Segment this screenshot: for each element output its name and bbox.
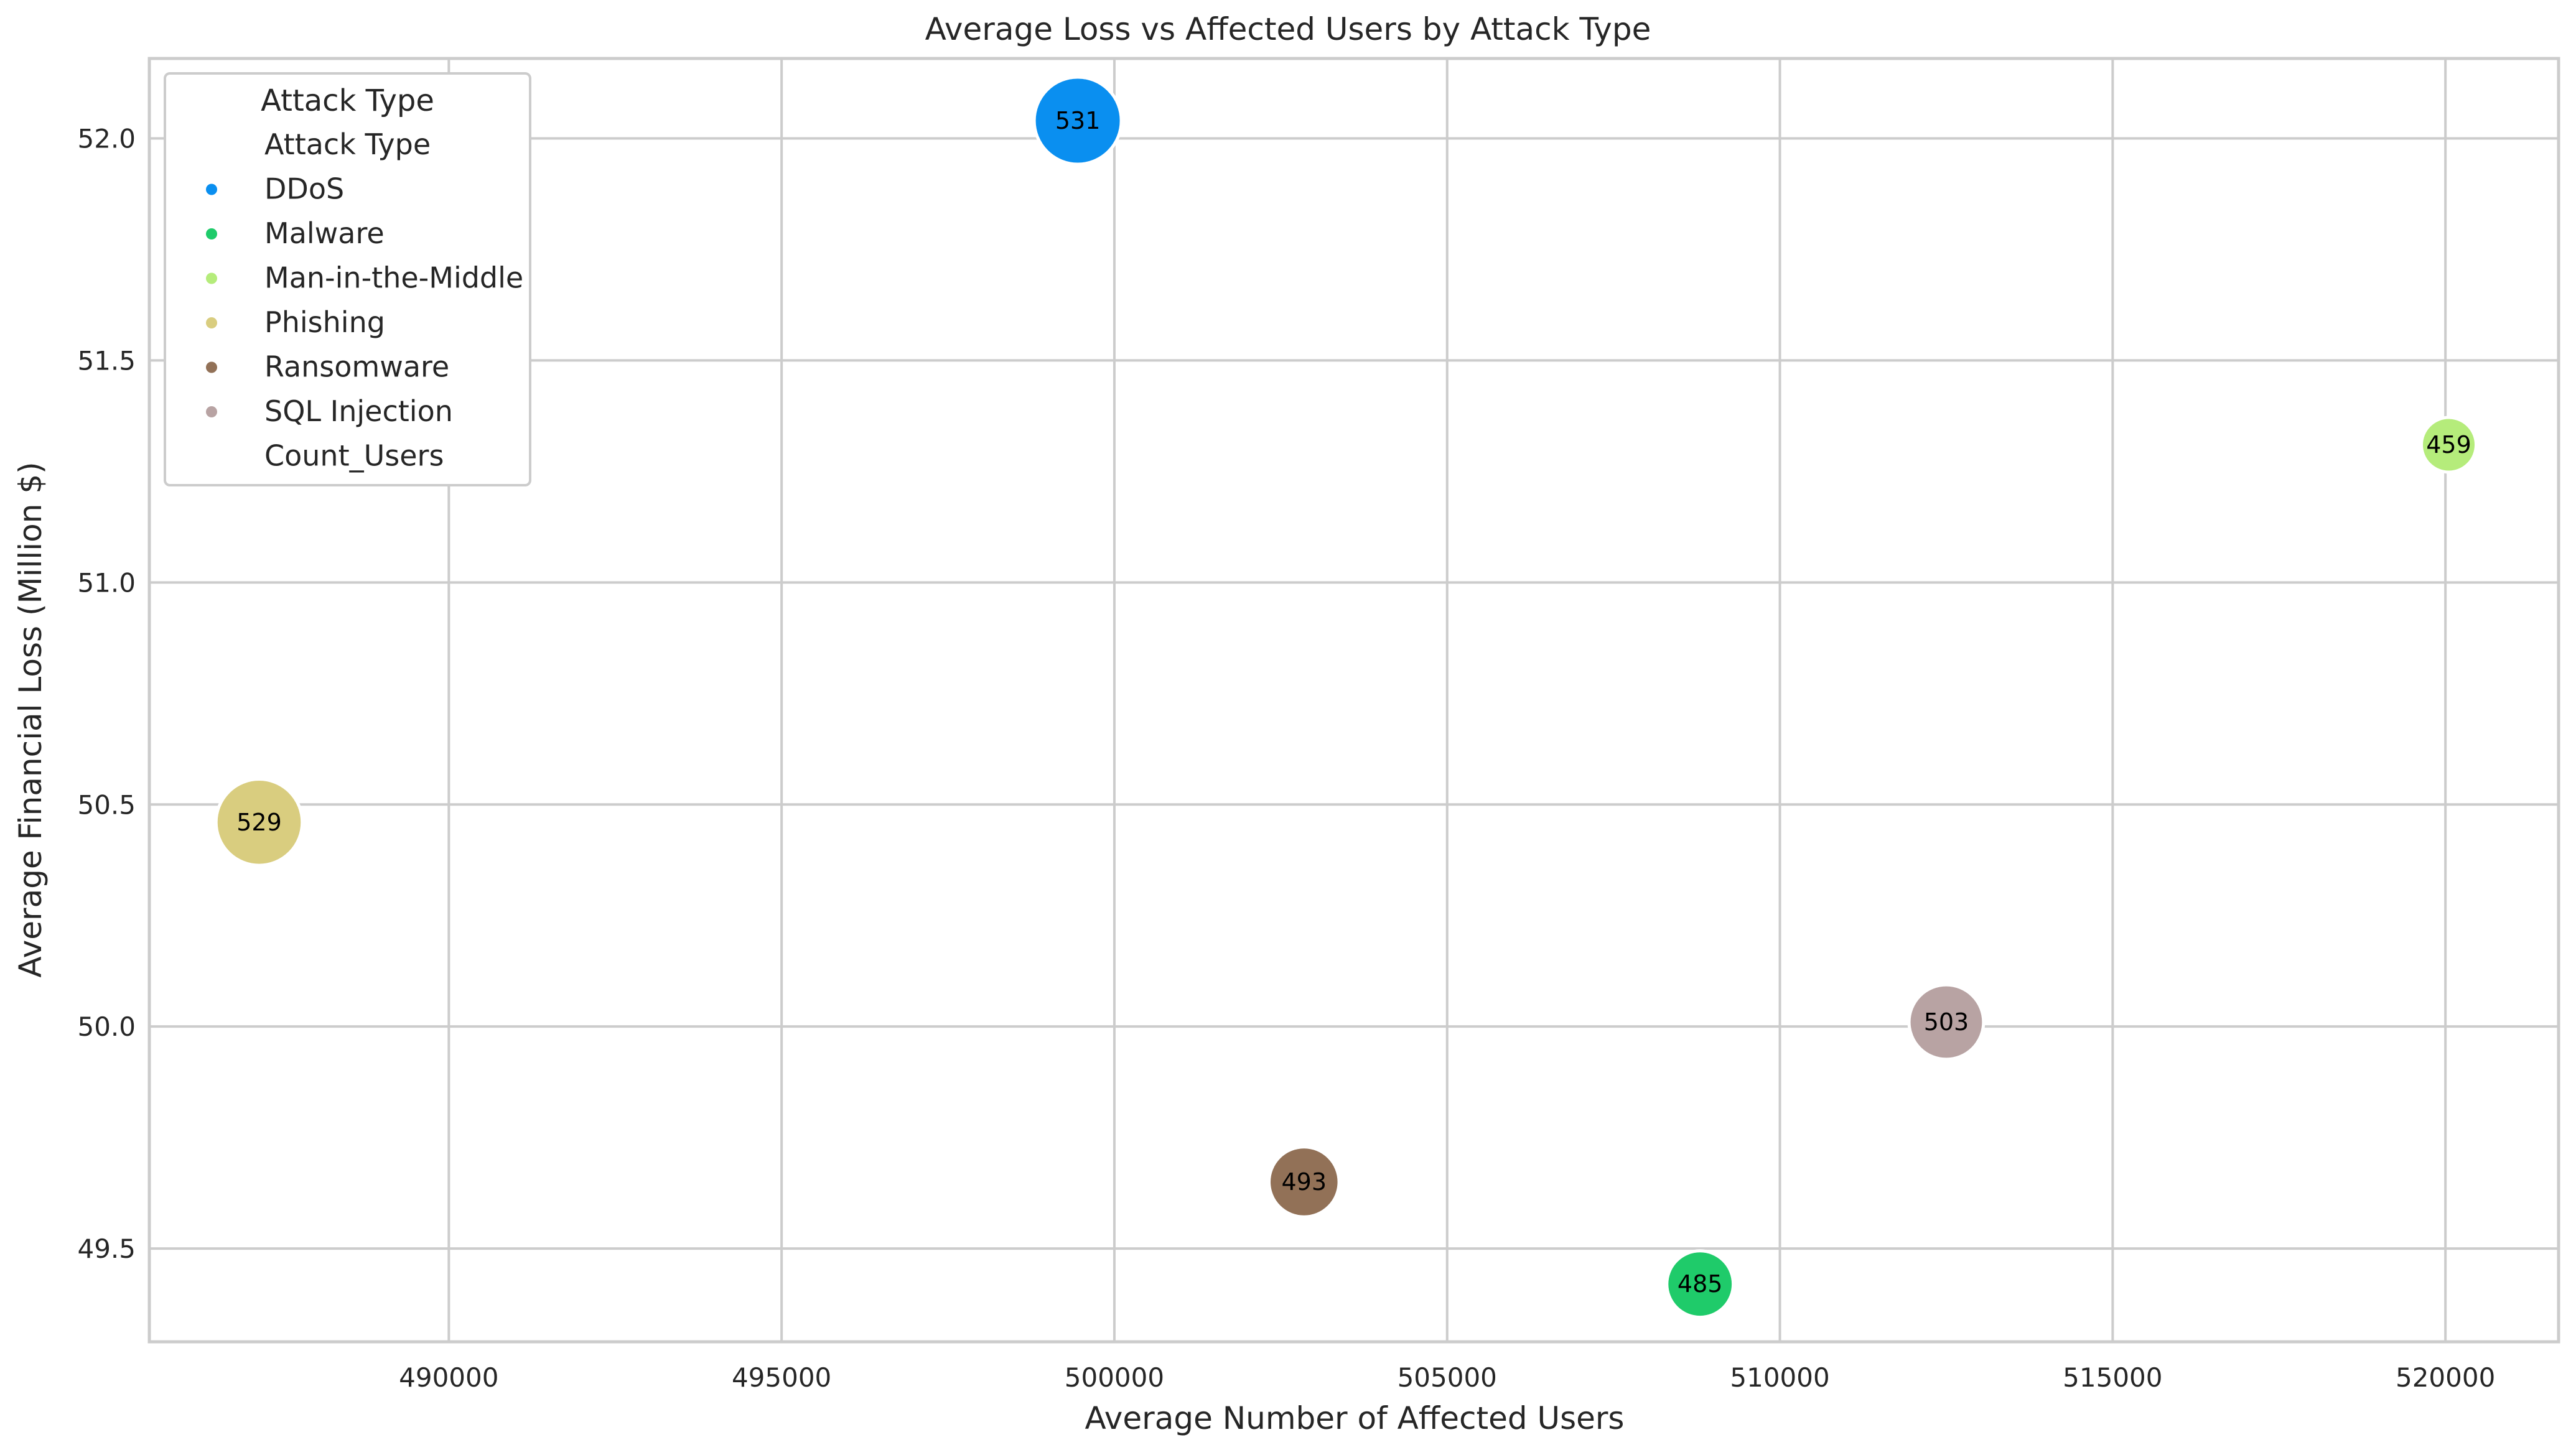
chart-title: Average Loss vs Affected Users by Attack…	[925, 11, 1651, 47]
y-tick-label: 51.0	[77, 567, 136, 598]
bubble-point	[2420, 416, 2478, 474]
bubble-point	[1267, 1145, 1341, 1219]
legend-entry: SQL Injection	[264, 394, 453, 428]
y-tick-label: 51.5	[77, 345, 136, 376]
bubbles: 531 485 459 529 493 503	[214, 75, 2478, 1319]
y-axis-label: Average Financial Loss (Million $)	[12, 462, 49, 977]
legend-entry: Malware	[264, 216, 385, 250]
legend: Attack Type Attack Type DDoS Malware Man-in-…	[164, 72, 531, 486]
bubble-point	[1032, 75, 1123, 166]
legend-entry: Phishing	[264, 305, 385, 339]
plot-frame	[147, 57, 2560, 1344]
legend-entry: Man-in-the-Middle	[264, 261, 523, 295]
bubble-man-in-the-middle: 459	[2420, 416, 2478, 474]
legend-marker	[206, 317, 217, 328]
bubble-data-label: 485	[1678, 1270, 1723, 1298]
x-axis-label: Average Number of Affected Users	[1085, 1400, 1625, 1436]
legend-entry: DDoS	[264, 172, 344, 206]
legend-marker	[206, 184, 217, 195]
x-tick-label: 490000	[399, 1362, 498, 1393]
y-tick-label: 52.0	[77, 123, 136, 154]
legend-entry: Ransomware	[264, 350, 449, 384]
bubble-data-label: 529	[236, 809, 282, 836]
x-tick-label: 520000	[2396, 1362, 2495, 1393]
legend-entry: Attack Type	[264, 128, 431, 161]
bubble-sql-injection: 503	[1907, 983, 1986, 1061]
grid-lines	[149, 58, 2559, 1342]
bubble-ransomware: 493	[1267, 1145, 1341, 1219]
y-tick-labels: 49.5 50.0 50.5 51.0 51.5 52.0	[77, 123, 136, 1264]
legend-marker	[206, 361, 217, 373]
bubble-data-label: 493	[1282, 1168, 1327, 1196]
x-tick-label: 515000	[2063, 1362, 2162, 1393]
bubble-point	[214, 778, 304, 867]
x-tick-label: 510000	[1730, 1362, 1829, 1393]
bubble-malware: 485	[1665, 1249, 1735, 1319]
x-tick-label: 495000	[732, 1362, 831, 1393]
legend-marker	[206, 228, 217, 239]
y-tick-label: 50.0	[77, 1011, 136, 1042]
y-tick-label: 50.5	[77, 789, 136, 820]
bubble-point	[1907, 983, 1986, 1061]
legend-marker	[206, 406, 217, 417]
x-tick-labels: 490000 495000 500000 505000 510000 515000 5200…	[399, 1362, 2495, 1393]
y-tick-label: 49.5	[77, 1234, 136, 1264]
bubble-point	[1665, 1249, 1735, 1319]
legend-entry: Count_Users	[264, 439, 444, 473]
x-tick-label: 500000	[1065, 1362, 1164, 1393]
bubble-data-label: 459	[2426, 431, 2471, 458]
bubble-phishing: 529	[214, 778, 304, 867]
bubble-data-label: 531	[1055, 107, 1101, 134]
legend-box	[164, 72, 531, 486]
legend-marker	[206, 272, 217, 284]
bubble-data-label: 503	[1924, 1008, 1969, 1036]
x-tick-label: 505000	[1398, 1362, 1497, 1393]
bubble-ddos: 531	[1032, 75, 1123, 166]
legend-title: Attack Type	[261, 83, 434, 118]
